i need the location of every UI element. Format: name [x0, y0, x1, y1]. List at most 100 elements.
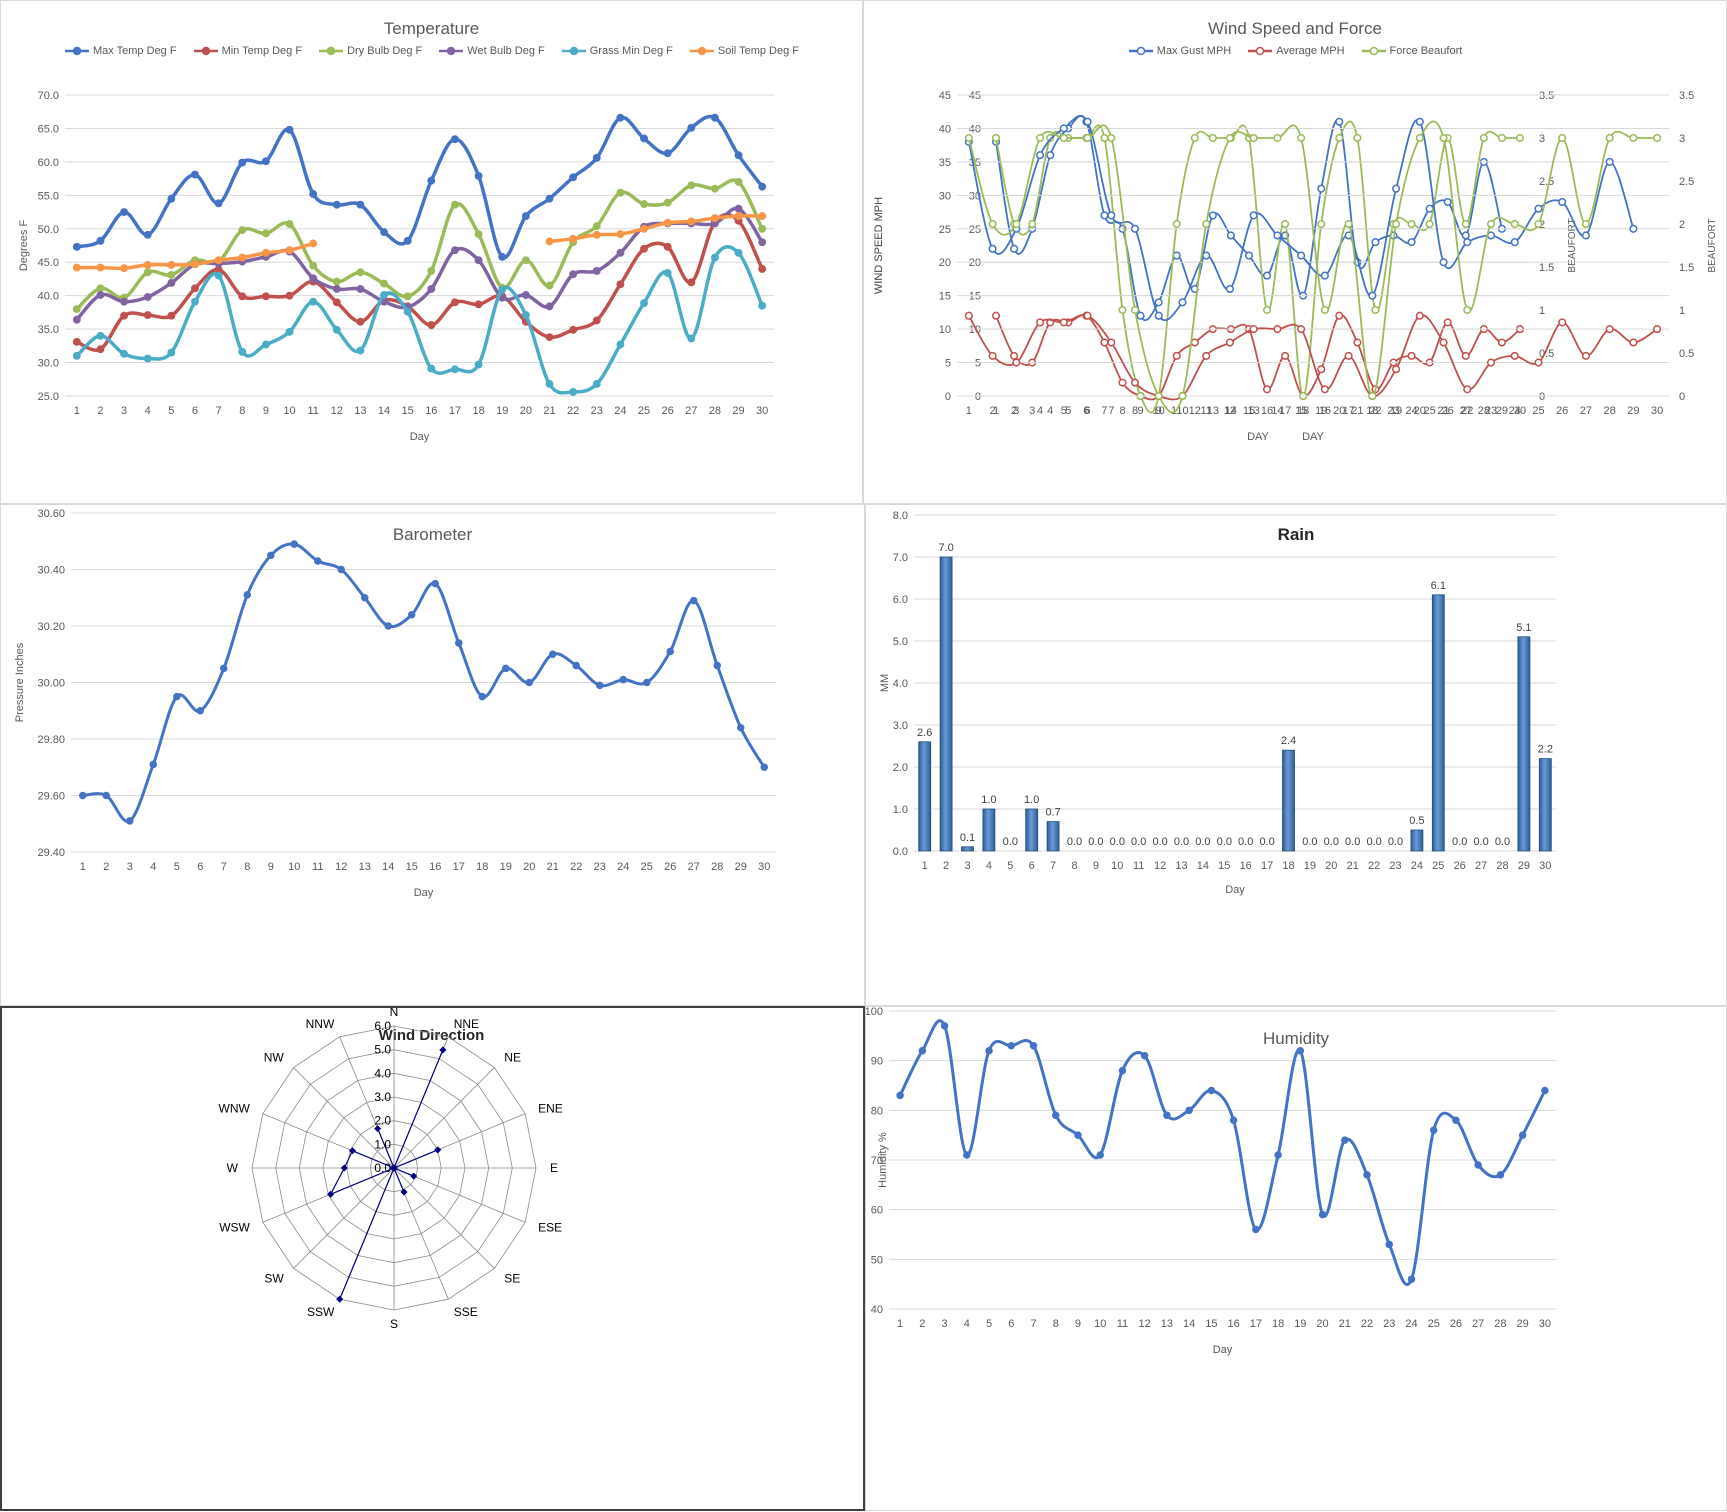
data-point — [1281, 351, 1290, 360]
y-axis-label: Humidity % — [877, 1132, 889, 1188]
bar-data-label: 0.0 — [1345, 836, 1360, 848]
x-tick-label: 1 — [966, 405, 972, 417]
data-point — [663, 268, 672, 277]
barometer-chart: Barometer 29.40 29.60 29.80 30.00 30.20 30.40… — [0, 504, 865, 1006]
x-tick-label: 20 — [520, 405, 532, 417]
data-point — [1653, 325, 1662, 334]
y-tick-label: 50.0 — [38, 224, 59, 236]
data-point — [592, 230, 601, 239]
legend-label: Dry Bulb Deg F — [347, 45, 423, 57]
bar-data-label: 0.0 — [1238, 836, 1253, 848]
x-tick-label: 18 — [1297, 405, 1309, 417]
data-point — [640, 224, 648, 233]
x-tick-label: 27 — [1580, 405, 1592, 417]
data-point — [72, 315, 81, 324]
y-tick-label: 3.0 — [893, 720, 908, 732]
data-point — [1344, 219, 1353, 229]
data-point — [1140, 1051, 1149, 1060]
data-point — [734, 204, 743, 213]
data-point — [427, 266, 436, 275]
data-point — [1443, 318, 1452, 327]
data-point — [96, 263, 105, 272]
x-tick-label: 26 — [662, 405, 674, 417]
x-tick-label: 14 — [1183, 1318, 1195, 1330]
wind-direction-chart: Wind Direction N NNE NE ENE E ESE SE SSE S SSW SW W… — [0, 1006, 865, 1511]
x-tick-label: 7 — [221, 861, 227, 873]
wind-speed-title: Wind Speed and Force — [1208, 19, 1382, 38]
y-tick-label: 10 — [939, 324, 951, 336]
series-grass-min-deg-f — [72, 245, 767, 396]
x-tick-label: 14 — [378, 405, 390, 417]
series-line-max-temp-deg-f — [76, 114, 764, 260]
x-tick-label: 17 — [1342, 405, 1354, 417]
data-point — [1107, 211, 1116, 220]
x-tick-label: 12 — [331, 405, 343, 417]
data-point — [167, 348, 176, 357]
legend-swatch-marker — [697, 46, 707, 56]
data-point — [1036, 318, 1045, 327]
data-point — [1202, 251, 1211, 260]
data-point — [1130, 305, 1140, 315]
y-tick-label: 35.0 — [38, 324, 59, 336]
data-point — [1629, 224, 1638, 233]
y-tick-label: 50 — [871, 1254, 883, 1266]
data-point — [380, 291, 388, 299]
plot-area: 25.0 30.0 35.0 40.0 45.0 50.0 55.0 60.0 65.0 70.0… — [18, 90, 774, 443]
series-barometer — [79, 540, 768, 825]
data-point — [1172, 219, 1181, 229]
data-point — [1297, 133, 1306, 143]
data-point — [261, 248, 270, 257]
radar-category-label: SE — [504, 1271, 520, 1285]
x-tick-label: 9 — [268, 861, 274, 873]
y2-tick-label: 1 — [1679, 305, 1685, 317]
y-tick-label: 0.0 — [893, 846, 908, 858]
data-point — [1172, 351, 1181, 360]
data-point — [964, 311, 973, 320]
x-tick-label: 18 — [1366, 405, 1378, 417]
data-point — [1439, 338, 1448, 347]
bar-data-label: 5.1 — [1516, 622, 1531, 634]
y-tick-label: 70 — [871, 1155, 883, 1167]
data-point — [290, 540, 298, 548]
radar-tick-label: 6.0 — [374, 1019, 391, 1033]
data-point — [734, 248, 743, 257]
y-tick-label: 90 — [871, 1056, 883, 1068]
data-point — [403, 292, 412, 301]
data-point — [96, 236, 105, 245]
data-point — [220, 664, 228, 673]
data-point — [760, 763, 768, 771]
y-tick-label: 80 — [871, 1105, 883, 1117]
data-point — [988, 219, 997, 229]
x-tick-label: 2 — [103, 861, 109, 873]
data-point — [1249, 133, 1258, 143]
y-tick-label: 30.40 — [37, 565, 65, 577]
x-tick-label: 3 — [127, 861, 133, 873]
x-tick-label: 22 — [1461, 405, 1473, 417]
data-point — [663, 149, 672, 158]
x-tick-label: 2 — [97, 405, 103, 417]
data-point — [455, 639, 463, 647]
radar-spoke — [393, 1167, 495, 1269]
data-point — [451, 246, 459, 255]
data-point — [991, 311, 1001, 320]
data-point — [72, 351, 81, 360]
x-tick-label: 18 — [472, 405, 484, 417]
x-tick-label: 1 — [993, 405, 999, 417]
y2-tick-label: 2.5 — [1679, 176, 1694, 188]
x-tick-label: 25 — [1424, 405, 1436, 417]
data-point — [1320, 385, 1329, 394]
x-tick-label: 21 — [1437, 405, 1449, 417]
data-point — [1118, 305, 1127, 315]
x-tick-label: 11 — [1133, 860, 1144, 872]
rain-plot: 0.01.02.03.04.05.06.07.08.01 2 3 4 5 6 7 8 9 10 11… — [879, 510, 1556, 896]
data-point — [1297, 325, 1306, 334]
y-tick-label: 0 — [975, 391, 981, 403]
x-tick-label: 29 — [1517, 1318, 1529, 1330]
x-tick-label: 28 — [1478, 405, 1490, 417]
data-point — [758, 264, 767, 273]
x-tick-label: 21 — [547, 861, 559, 873]
data-point — [545, 194, 554, 203]
data-point — [408, 610, 416, 619]
x-tick-label: 21 — [1351, 405, 1363, 417]
